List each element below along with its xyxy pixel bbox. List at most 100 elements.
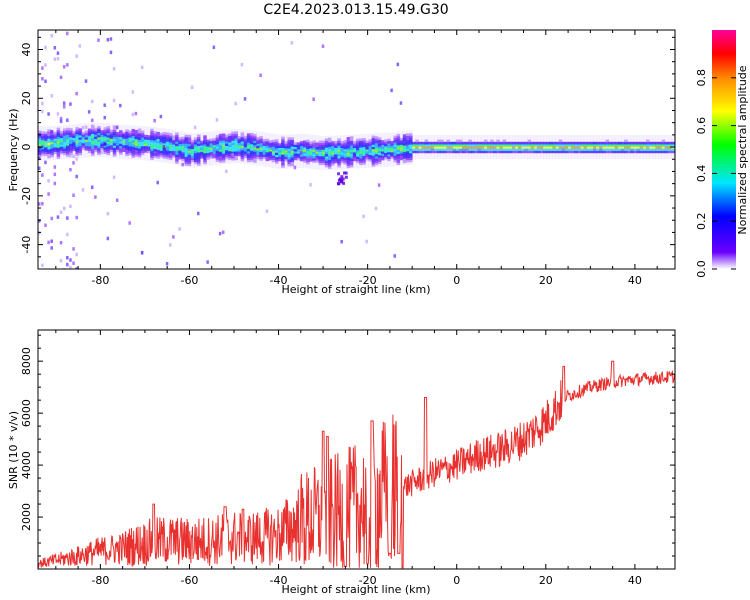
spectrogram-cell xyxy=(558,150,563,154)
spectrogram-cell xyxy=(150,150,154,154)
spectrogram-cell xyxy=(605,146,610,149)
spectrogram-haze xyxy=(193,133,198,168)
spectrogram-cell xyxy=(287,152,291,156)
spectrogram-cell xyxy=(437,141,441,145)
spectrogram-cell xyxy=(321,140,326,144)
spectrogram-cell xyxy=(128,150,132,154)
spectrogram-cell xyxy=(399,153,404,156)
spectrogram-cell xyxy=(487,150,491,154)
spectrogram-cell xyxy=(56,132,61,135)
spectrogram-noise-cell xyxy=(172,235,175,239)
spectrogram-cell xyxy=(499,150,503,154)
spectrogram-cell xyxy=(215,152,220,156)
spectrogram-cell xyxy=(639,148,644,152)
spectrogram-cell xyxy=(250,157,254,160)
spectrogram-cell xyxy=(293,146,298,150)
spectrogram-cell xyxy=(271,148,276,152)
spectrogram-cell xyxy=(303,140,307,144)
spectrogram-cell xyxy=(468,146,472,149)
spectrogram-cell xyxy=(284,147,288,151)
spectrogram-cell xyxy=(377,161,382,165)
spectrogram-cell xyxy=(655,146,659,149)
spectrogram-noise-cell xyxy=(221,230,225,235)
spectrogram-cell xyxy=(334,140,338,144)
spectrogram-cell xyxy=(396,158,401,161)
spectrogram-cell xyxy=(103,149,107,152)
spectrogram-cell xyxy=(415,144,419,147)
spectrogram-cell xyxy=(281,141,285,144)
spectrogram-cell xyxy=(271,157,276,160)
spectrogram-cell xyxy=(561,141,566,145)
spectrogram-cell xyxy=(234,146,238,150)
spectrogram-cell xyxy=(337,142,341,146)
spectrogram-haze xyxy=(540,134,544,160)
spectrogram-noise-cell xyxy=(41,173,44,177)
spectrogram-haze xyxy=(206,131,210,166)
spectrogram-cell xyxy=(465,141,469,145)
spectrogram-cell xyxy=(362,142,366,145)
spectrogram-cell xyxy=(543,144,547,147)
spectrogram-cell xyxy=(62,148,67,151)
spectrogram-cell xyxy=(324,138,329,142)
spectrogram-cell xyxy=(465,150,469,154)
spectrogram-cell xyxy=(502,150,507,154)
spectrogram-cell xyxy=(368,158,373,162)
spectrogram-cell xyxy=(137,152,142,156)
spectrogram-cell xyxy=(87,130,92,134)
spectrogram-cell xyxy=(315,157,320,161)
spectrogram-cell xyxy=(362,153,366,156)
spectrogram-cell xyxy=(359,153,363,157)
spectrogram-cell xyxy=(586,146,591,149)
spectrogram-cell xyxy=(409,159,413,163)
spectrogram-cell xyxy=(327,155,332,158)
spectrogram-cell xyxy=(371,144,376,147)
spectrogram-cell xyxy=(122,145,126,148)
spectrogram-cell xyxy=(125,151,129,154)
spectrogram-cell xyxy=(274,145,279,149)
spectrogram-cell xyxy=(246,153,251,156)
spectrogram-cell xyxy=(209,145,213,148)
spectrogram-cell xyxy=(53,142,58,146)
spectrogram-cell xyxy=(234,153,238,156)
spectrogram-noise-cell xyxy=(53,172,57,177)
spectrogram-cell xyxy=(586,150,591,154)
spectrogram-cell xyxy=(365,151,369,154)
spectrogram-cell xyxy=(349,153,354,157)
spectrogram-cell xyxy=(106,148,111,151)
spectrogram-haze xyxy=(452,134,457,160)
spectrogram-noise-cell xyxy=(38,202,41,206)
spectrogram-cell xyxy=(250,143,254,147)
spectrogram-cell xyxy=(580,144,585,147)
snr-x-tick-label: 0 xyxy=(453,574,460,587)
spectrogram-cell xyxy=(555,148,560,152)
spectrogram-cell xyxy=(611,144,616,147)
spectrogram-cell xyxy=(452,146,457,149)
spectrogram-cell xyxy=(667,148,672,152)
spectrogram-cell xyxy=(190,144,195,147)
colorbar: 0.00.20.40.60.8 Normalized spectral ampl… xyxy=(695,30,749,278)
spectrogram-cell xyxy=(571,150,575,154)
spectrogram-cell xyxy=(424,139,429,143)
spectrogram-cell xyxy=(374,153,379,157)
spectrogram-cell xyxy=(670,148,675,152)
spectrogram-cell xyxy=(162,142,167,146)
spectrogram-haze xyxy=(87,123,92,158)
spectrogram-haze xyxy=(421,134,426,160)
spectrogram-cell xyxy=(337,153,341,157)
spectrogram-cell xyxy=(614,150,619,154)
spectrogram-cell xyxy=(81,140,86,144)
spectrogram-cell xyxy=(75,138,79,141)
spectrogram-haze xyxy=(624,134,628,160)
spectrogram-cell xyxy=(218,138,223,141)
spectrogram-cell xyxy=(381,151,385,154)
spectrogram-haze xyxy=(59,125,64,160)
spectrogram-cell xyxy=(253,133,257,137)
spectrogram-cell xyxy=(527,146,532,149)
spectrogram-haze xyxy=(574,134,578,160)
spectrogram-cell xyxy=(281,156,285,160)
spectrogram-cell xyxy=(175,139,179,142)
spectrogram-cell xyxy=(190,155,195,158)
spectrogram-cell xyxy=(583,146,588,149)
spectrogram-cell xyxy=(536,141,541,145)
spectrogram-cell xyxy=(250,146,254,149)
